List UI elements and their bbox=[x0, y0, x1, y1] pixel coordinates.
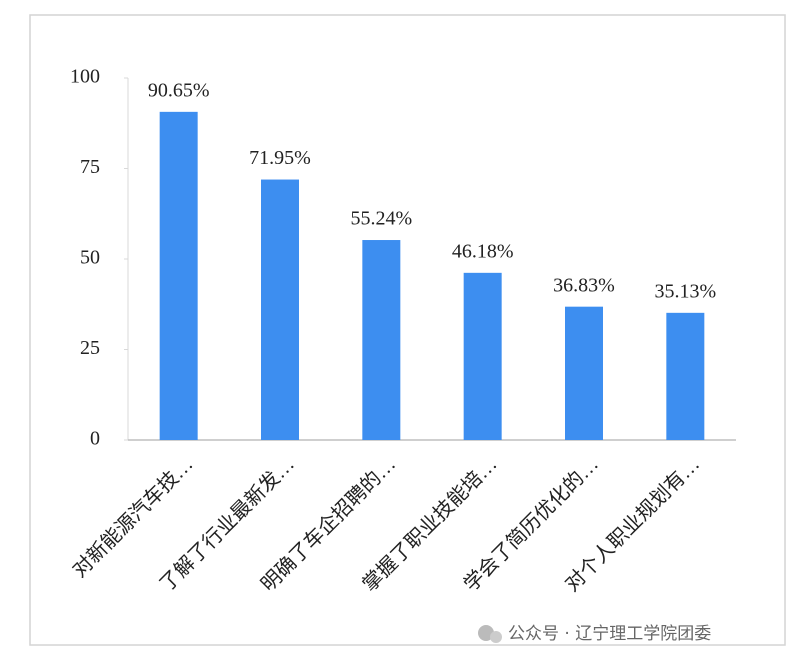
bar bbox=[565, 306, 603, 440]
bar bbox=[463, 272, 502, 440]
watermark-text: 公众号 · 辽宁理工学院团委 bbox=[508, 624, 711, 644]
y-tick-label: 100 bbox=[70, 66, 100, 88]
bar bbox=[362, 240, 401, 440]
value-label: 55.24% bbox=[350, 208, 412, 230]
y-tick-label: 0 bbox=[90, 428, 100, 450]
watermark-icon bbox=[490, 631, 502, 643]
value-label: 46.18% bbox=[452, 240, 514, 262]
y-tick-label: 50 bbox=[80, 247, 100, 269]
value-label: 36.83% bbox=[553, 274, 615, 296]
value-label: 35.13% bbox=[654, 280, 716, 302]
value-label: 90.65% bbox=[148, 79, 210, 101]
bar bbox=[159, 111, 198, 441]
y-tick-label: 25 bbox=[80, 337, 100, 359]
chart-frame bbox=[29, 14, 786, 646]
value-label: 71.95% bbox=[249, 147, 311, 169]
bar bbox=[666, 312, 705, 440]
y-tick-label: 75 bbox=[80, 156, 100, 178]
watermark: 公众号 · 辽宁理工学院团委 bbox=[478, 624, 711, 644]
bar bbox=[261, 179, 299, 440]
